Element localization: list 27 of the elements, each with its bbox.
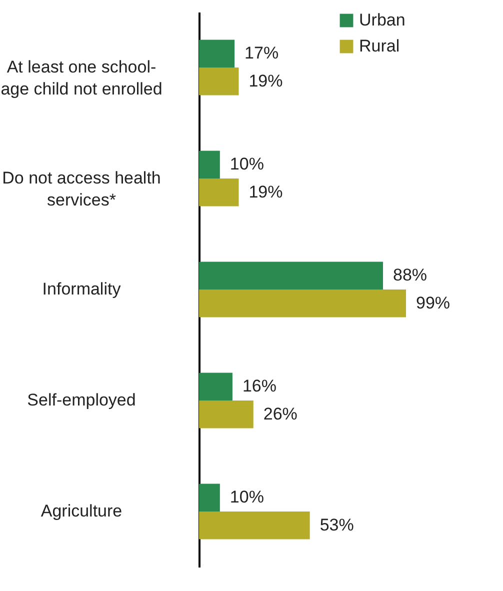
bar bbox=[199, 400, 254, 428]
bar bbox=[199, 372, 232, 400]
y-tick-label: Self-employed bbox=[27, 390, 136, 410]
data-label: 16% bbox=[242, 376, 276, 396]
data-label: 19% bbox=[248, 71, 283, 90]
y-tick-label: Agriculture bbox=[40, 502, 122, 520]
data-label: 88% bbox=[393, 266, 428, 285]
legend-label: Rural bbox=[359, 36, 400, 56]
y-tick-label: Informality bbox=[42, 280, 122, 298]
y-tick-label: At least one school-age child not enrolled bbox=[0, 58, 162, 98]
data-label: 10% bbox=[230, 154, 264, 174]
bar bbox=[199, 40, 235, 68]
bar bbox=[199, 150, 220, 178]
data-label: 10% bbox=[230, 488, 264, 507]
data-label: 99% bbox=[416, 293, 450, 312]
bar bbox=[199, 68, 239, 96]
bar bbox=[199, 178, 239, 206]
bar bbox=[199, 484, 220, 512]
data-label: 26% bbox=[263, 404, 298, 424]
bar bbox=[199, 262, 383, 290]
bar bbox=[199, 290, 406, 318]
data-label: 19% bbox=[248, 182, 283, 202]
legend-label: Urban bbox=[359, 10, 406, 30]
y-tick-label: Do not access health services* bbox=[2, 168, 161, 210]
bar bbox=[199, 512, 310, 540]
data-label: 17% bbox=[244, 44, 279, 63]
data-label: 53% bbox=[320, 515, 354, 534]
